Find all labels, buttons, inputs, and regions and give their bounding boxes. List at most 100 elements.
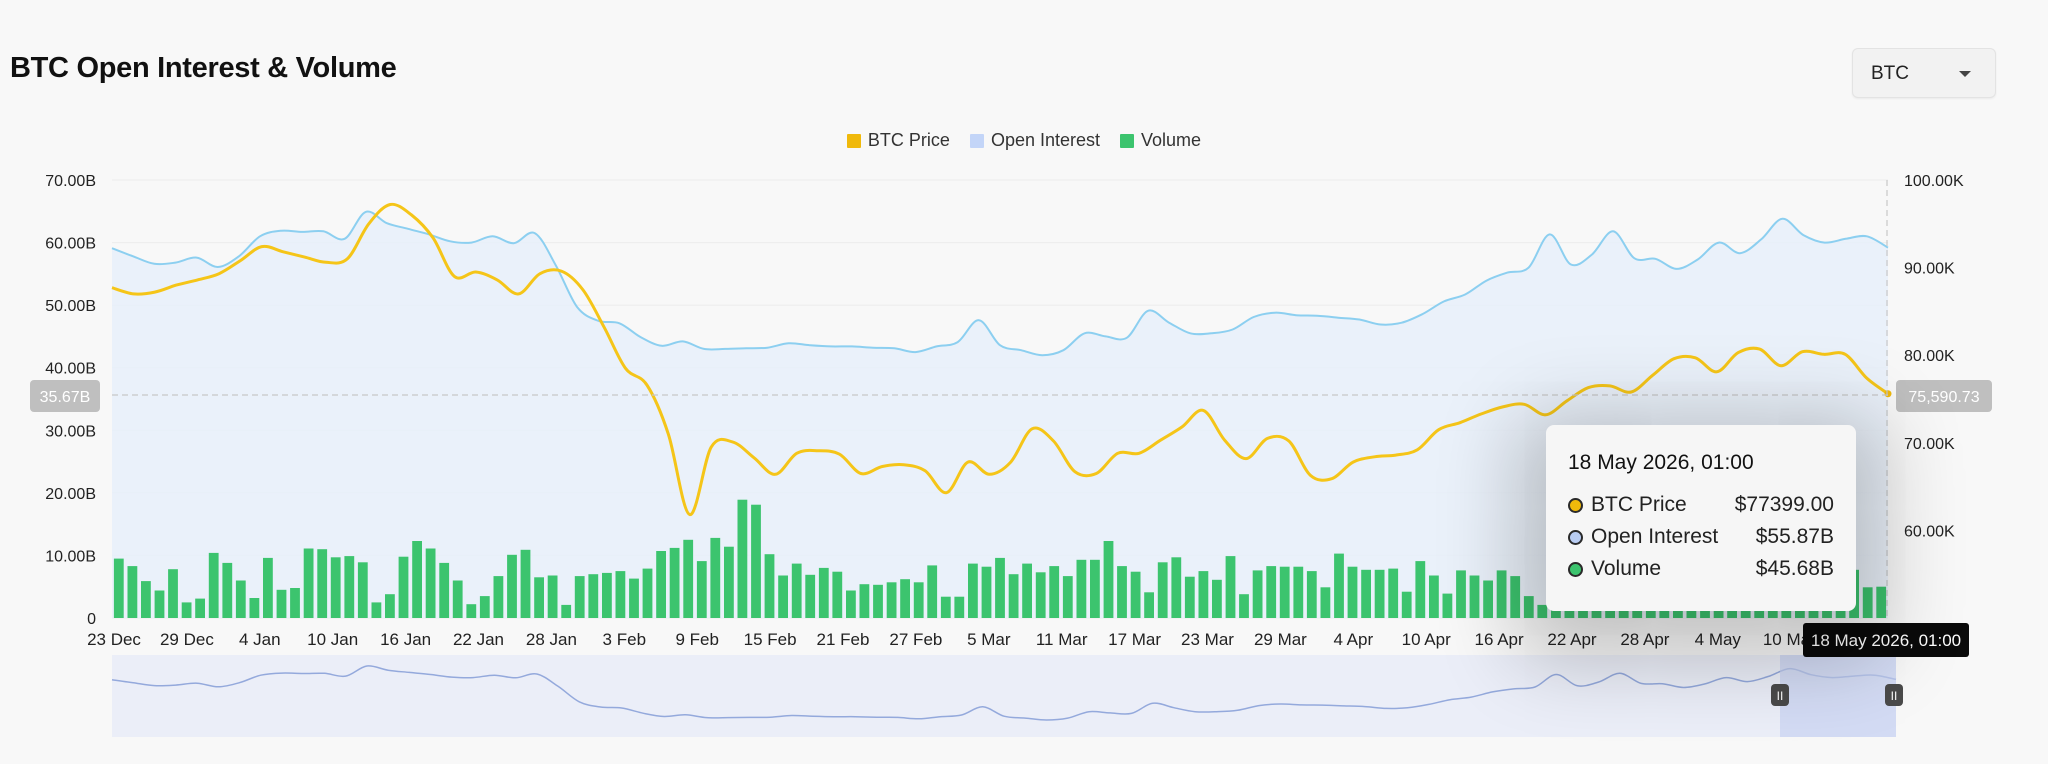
volume-bar [344,556,355,618]
x-tick-label: 10 Apr [1402,630,1451,649]
tooltip-value: $45.68B [1755,557,1834,580]
volume-bar [751,504,761,618]
x-tick-label: 21 Feb [817,630,870,649]
tooltip-dot-btc-price [1568,497,1583,513]
y-right-tick-label: 100.00K [1904,173,1964,190]
y-left-tick-label: 50.00B [45,298,96,315]
x-tick-label: 3 Feb [603,630,646,649]
volume-bar [1537,604,1548,618]
volume-bar [832,571,843,618]
x-tick-label: 23 Dec [87,630,141,649]
volume-bar [547,575,558,618]
legend-item-volume[interactable]: Volume [1120,130,1201,151]
legend-item-open-interest[interactable]: Open Interest [969,130,1100,151]
navigator-handle-left[interactable] [1771,684,1789,706]
volume-bar [1049,566,1060,618]
y-right-tick-label: 60.00K [1904,523,1955,540]
open-interest-line [111,210,1889,357]
volume-bar [222,562,233,618]
volume-bar [330,557,341,618]
x-tick-label: 29 Mar [1254,630,1307,649]
volume-bar [439,562,450,618]
x-tick-label: 4 Jan [239,630,281,649]
x-tick-label: 27 Feb [889,630,942,649]
x-tick-label: 29 Dec [160,630,214,649]
volume-bar [940,596,951,618]
volume-bar [1076,559,1087,618]
volume-bar [1523,596,1534,618]
legend-label-volume: Volume [1141,130,1202,150]
volume-bar [1252,570,1263,618]
volume-bar [791,563,802,618]
x-tick-label: 9 Feb [675,630,718,649]
navigator-handle-right[interactable] [1885,684,1903,706]
tooltip-value: $77399.00 [1734,493,1834,516]
volume-bar [466,604,477,618]
btc-price-endpoint [1884,390,1892,398]
chart-legend: BTC Price Open Interest Volume [0,130,2048,151]
navigator-selection[interactable] [1780,655,1896,737]
volume-bar [181,602,192,618]
volume-bar [263,557,273,618]
crosshair-right-badge [1896,380,1992,412]
volume-bar [1198,571,1209,618]
volume-bar [954,596,965,618]
crosshair-x-badge [1803,623,1969,657]
tooltip-value: $55.87B [1755,525,1834,548]
x-tick-label: 28 Jan [526,630,577,649]
x-tick-label: 17 Mar [1108,630,1161,649]
y-axis-right: 60.00K 70.00K 80.00K 90.00K 100.00K [1904,173,1964,540]
y-axis-left: 0 10.00B 20.00B 30.00B 40.00B 50.00B 60.00B 70.… [45,173,96,628]
tooltip-row-btc-price: BTC Price $77399.00 [1568,489,1834,521]
x-tick-label: 15 Feb [744,630,797,649]
x-axis: 23 Dec 29 Dec 4 Jan 10 Jan 16 Jan 22 Jan 28 Ja… [87,630,1819,649]
volume-bar [1442,593,1453,618]
volume-bar [195,598,205,618]
volume-bar [1388,568,1399,618]
volume-bar [1347,566,1358,618]
page-title: BTC Open Interest & Volume [10,52,397,84]
y-left-tick-label: 70.00B [45,173,96,190]
volume-bar [873,584,883,618]
btc-price-line [111,202,1889,517]
volume-bar [683,539,694,618]
x-tick-label: 23 Mar [1181,630,1234,649]
volume-bar [818,567,829,618]
volume-bar [317,549,328,618]
volume-bar [1008,574,1019,618]
crosshair-x-label: 18 May 2026, 01:00 [1811,631,1961,650]
y-left-tick-label: 40.00B [45,361,96,378]
volume-bar [1117,566,1127,618]
tooltip-label: Open Interest [1591,525,1719,548]
volume-bar [710,537,721,618]
volume-bar [249,598,260,618]
volume-bar [1320,587,1331,618]
volume-bar [1157,562,1168,618]
volume-bar [1144,592,1154,618]
volume-bar [357,562,368,618]
volume-bar [764,554,775,618]
volume-bar [141,581,151,618]
volume-bar [1279,566,1290,618]
asset-select-value: BTC [1871,63,1909,84]
volume-bar [1293,566,1304,618]
volume-bar [846,590,856,618]
tooltip-label: Volume [1591,557,1662,580]
volume-bar [1415,561,1426,618]
y-left-tick-label: 20.00B [45,486,96,503]
tooltip-row-open-interest: Open Interest $55.87B [1568,521,1834,553]
crosshair-right-label: 75,590.73 [1908,389,1979,406]
grip-icon: II [1777,689,1784,703]
asset-select[interactable]: BTC [1852,48,1996,98]
volume-bar [1361,569,1371,618]
volume-bar [561,604,572,618]
legend-swatch-btc-price [846,133,861,148]
volume-bar [479,596,490,618]
volume-bar [669,547,680,618]
legend-item-btc-price[interactable]: BTC Price [846,130,950,151]
y-left-tick-label: 30.00B [45,423,96,440]
x-tick-label: 16 Apr [1475,630,1524,649]
tooltip-dot-volume [1568,561,1583,577]
x-tick-label: 11 Mar [1036,630,1088,649]
